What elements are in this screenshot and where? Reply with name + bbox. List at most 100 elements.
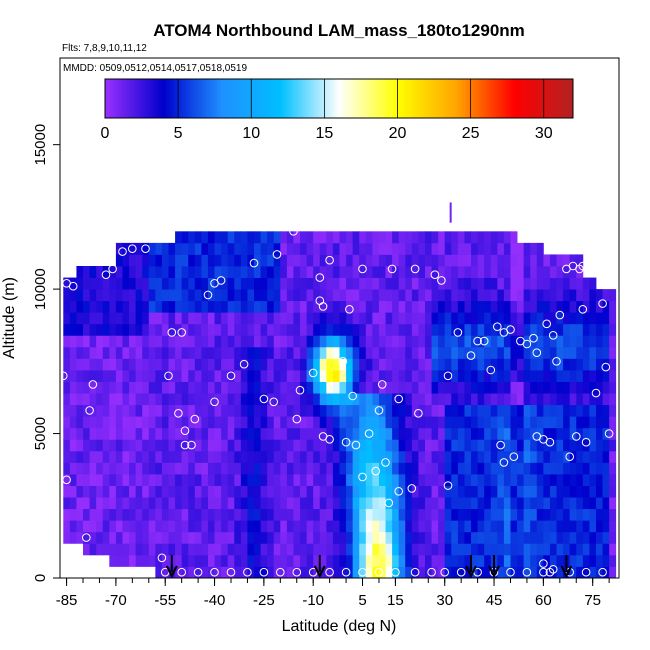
heatmap-cell	[155, 450, 163, 463]
sample-point	[318, 302, 328, 311]
heatmap-cell	[194, 393, 202, 406]
heatmap-cell	[181, 554, 189, 567]
sample-point	[364, 429, 374, 438]
colorbar-swatch	[421, 79, 424, 118]
heatmap-cell	[346, 531, 354, 544]
heatmap-cell	[405, 370, 413, 382]
colorbar-swatch	[181, 79, 184, 118]
heatmap-cell	[385, 508, 393, 521]
heatmap-cell	[346, 335, 354, 348]
heatmap-cell	[398, 312, 406, 325]
heatmap-cell	[115, 370, 123, 382]
heatmap-cell	[234, 277, 242, 290]
heatmap-cell	[392, 474, 400, 486]
heatmap-cell	[424, 404, 432, 417]
heatmap-cell	[267, 520, 275, 533]
colorbar-swatch	[165, 79, 168, 118]
heatmap-cell	[569, 554, 577, 567]
heatmap-cell	[135, 462, 143, 475]
colorbar-swatch	[365, 79, 368, 118]
heatmap-cell	[142, 312, 150, 325]
heatmap-cell	[102, 520, 110, 533]
heatmap-cell	[109, 520, 117, 533]
heatmap-cell	[326, 427, 334, 440]
colorbar-swatch	[353, 79, 356, 118]
heatmap-cell	[602, 497, 610, 510]
heatmap-cell	[424, 462, 432, 475]
heatmap-cell	[247, 404, 255, 417]
colorbar-swatch	[391, 79, 394, 118]
heatmap-cell	[142, 474, 150, 486]
heatmap-cell	[286, 554, 294, 567]
heatmap-cell	[214, 346, 222, 359]
colorbar-swatch	[291, 79, 294, 118]
heatmap-cell	[260, 370, 268, 382]
heatmap-cell	[484, 289, 492, 302]
sample-point	[315, 273, 325, 282]
heatmap-cell	[332, 358, 340, 371]
heatmap-cell	[424, 520, 432, 533]
heatmap-cell	[523, 543, 531, 556]
colorbar-swatch	[161, 79, 164, 118]
heatmap-cell	[346, 323, 354, 336]
heatmap-cell	[260, 404, 268, 417]
heatmap-cell	[365, 393, 373, 406]
heatmap-cell	[576, 266, 584, 278]
heatmap-cell	[175, 416, 183, 429]
heatmap-cell	[188, 520, 196, 533]
heatmap-cell	[63, 462, 71, 475]
heatmap-cell	[543, 266, 551, 278]
heatmap-cell	[582, 474, 590, 486]
heatmap-cell	[326, 393, 334, 406]
heatmap-cell	[411, 381, 419, 394]
heatmap-cell	[444, 393, 452, 406]
heatmap-cell	[536, 520, 544, 533]
heatmap-cell	[332, 508, 340, 521]
heatmap-cell	[313, 474, 321, 486]
heatmap-cell	[96, 312, 104, 325]
heatmap-cell	[346, 289, 354, 302]
heatmap-cell	[582, 497, 590, 510]
heatmap-cell	[352, 497, 360, 510]
x-tick-label: -55	[154, 592, 176, 609]
heatmap-cell	[411, 462, 419, 475]
heatmap-cell	[69, 300, 77, 313]
colorbar-swatch	[401, 79, 404, 118]
heatmap-cell	[569, 335, 577, 348]
heatmap-cell	[339, 474, 347, 486]
heatmap-cell	[346, 242, 354, 255]
heatmap-cell	[490, 323, 498, 336]
heatmap-cell	[609, 566, 617, 578]
heatmap-cell	[517, 508, 525, 521]
heatmap-cell	[109, 335, 117, 348]
sample-point	[552, 357, 561, 366]
heatmap-cell	[352, 543, 360, 556]
heatmap-cell	[451, 531, 459, 544]
colorbar-swatch	[395, 79, 398, 118]
heatmap-cell	[609, 450, 617, 463]
heatmap-cell	[398, 474, 406, 486]
heatmap-cell	[398, 231, 406, 244]
sample-point	[177, 567, 186, 577]
heatmap-cell	[188, 427, 196, 440]
heatmap-cell	[267, 358, 275, 371]
heatmap-cell	[161, 531, 169, 544]
heatmap-cell	[411, 439, 419, 452]
heatmap-cell	[490, 381, 498, 394]
heatmap-cell	[471, 554, 479, 567]
heatmap-cell	[63, 450, 71, 463]
heatmap-cell	[365, 531, 373, 544]
heatmap-cell	[89, 416, 97, 429]
heatmap-cell	[129, 543, 137, 556]
heatmap-cell	[510, 277, 518, 290]
heatmap-cell	[359, 531, 367, 544]
sample-point	[542, 319, 552, 329]
heatmap-cell	[365, 485, 373, 498]
heatmap-cell	[523, 508, 531, 521]
heatmap-cell	[424, 231, 432, 244]
heatmap-cell	[201, 242, 209, 255]
heatmap-cell	[326, 312, 334, 325]
heatmap-cell	[563, 254, 571, 267]
colorbar-swatch	[325, 79, 328, 118]
